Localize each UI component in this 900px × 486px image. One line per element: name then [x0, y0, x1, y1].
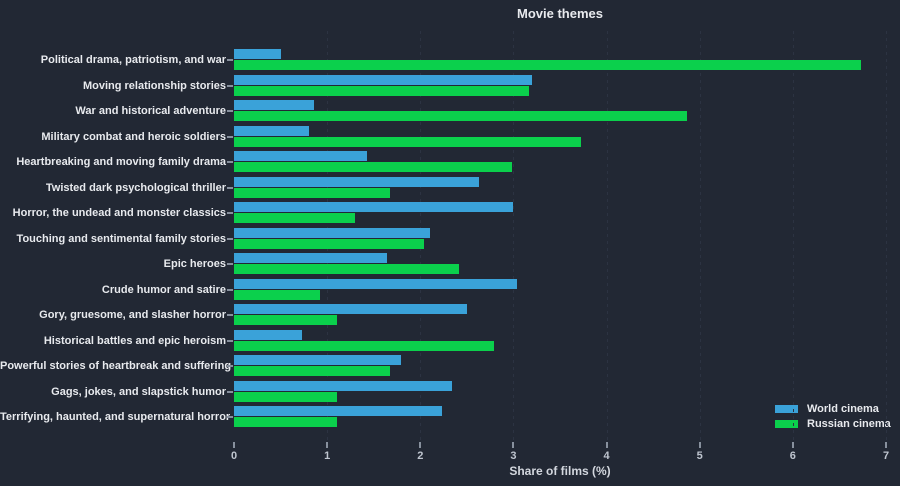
category-label: Gags, jokes, and slapstick humor: [51, 385, 226, 398]
legend-item-world: World cinema: [775, 402, 895, 416]
bar-russian-cinema: [234, 187, 390, 198]
x-axis-tick: [233, 442, 235, 448]
category-label: Political drama, patriotism, and war: [40, 54, 226, 66]
y-axis-tick: [227, 314, 233, 316]
bar-russian-cinema: [234, 264, 460, 274]
gridline: [699, 31, 701, 447]
bar-world-cinema: [234, 202, 514, 212]
gridline: [606, 31, 608, 447]
bar-russian-cinema: [234, 340, 494, 351]
y-axis-tick: [227, 263, 233, 265]
y-axis-tick: [227, 237, 233, 240]
y-axis-tick: [227, 135, 233, 138]
category-label: Military combat and heroic soldiers: [41, 130, 226, 143]
bar-world-cinema: [234, 406, 442, 416]
x-axis-tick: [698, 442, 701, 448]
bar-russian-cinema: [234, 213, 356, 223]
x-tick-label: 4: [603, 450, 610, 462]
legend-item-russian: Russian cinema: [775, 417, 895, 431]
x-tick-label: 5: [696, 450, 703, 462]
x-axis-tick: [326, 442, 329, 448]
chart-title: Movie themes: [517, 6, 603, 21]
bar-world-cinema: [234, 329, 302, 340]
bar-world-cinema: [234, 304, 467, 314]
category-label: Gory, gruesome, and slasher horror: [39, 309, 226, 321]
bar-world-cinema: [234, 253, 387, 263]
y-axis-tick: [227, 110, 233, 112]
legend: World cinema Russian cinema: [775, 402, 895, 432]
bar-world-cinema: [234, 74, 533, 85]
x-axis-tick: [419, 442, 422, 448]
bar-world-cinema: [234, 151, 368, 161]
category-label: Moving relationship stories: [82, 79, 226, 92]
category-label: Epic heroes: [163, 258, 226, 270]
x-axis-tick: [512, 442, 515, 448]
x-tick-label: 3: [510, 450, 517, 462]
legend-label-world: World cinema: [807, 403, 879, 415]
y-axis-tick: [227, 59, 233, 61]
bar-world-cinema: [234, 125, 310, 136]
category-label: Historical battles and epic heroism: [43, 334, 226, 347]
bar-russian-cinema: [234, 391, 338, 402]
bar-russian-cinema: [234, 315, 338, 325]
bar-russian-cinema: [234, 417, 338, 427]
category-label: Twisted dark psychological thriller: [45, 181, 226, 194]
bar-russian-cinema: [234, 136, 582, 147]
bar-russian-cinema: [234, 162, 512, 172]
y-axis-tick: [227, 390, 233, 393]
bar-world-cinema: [234, 100, 315, 110]
bar-russian-cinema: [234, 366, 390, 376]
category-label: War and historical adventure: [75, 105, 226, 117]
y-axis-tick: [227, 186, 233, 189]
bar-world-cinema: [234, 227, 430, 238]
y-axis-tick: [227, 161, 233, 163]
x-tick-label: 7: [882, 450, 890, 462]
y-axis-tick: [227, 339, 233, 342]
bar-world-cinema: [234, 380, 452, 391]
bar-world-cinema: [234, 355, 401, 365]
x-tick-label: 1: [324, 450, 331, 462]
x-tick-label: 6: [789, 450, 796, 462]
bar-russian-cinema: [234, 60, 861, 70]
bar-world-cinema: [234, 176, 479, 187]
legend-swatch-world-icon: [775, 405, 798, 413]
x-axis-tick: [885, 442, 887, 448]
gridline: [513, 31, 515, 447]
x-tick-label: 0: [230, 450, 238, 462]
bar-world-cinema: [234, 49, 281, 59]
x-tick-label: 2: [417, 450, 424, 462]
y-axis-tick: [227, 365, 233, 367]
gridline: [792, 31, 794, 447]
bar-russian-cinema: [234, 289, 320, 300]
category-label: Horror, the undead and monster classics: [12, 207, 226, 219]
x-axis-title: Share of films (%): [509, 464, 611, 478]
bar-world-cinema: [234, 278, 518, 289]
y-axis-tick: [227, 84, 233, 87]
x-axis-tick: [605, 442, 608, 448]
legend-swatch-russian-icon: [775, 420, 798, 428]
y-axis-tick: [227, 212, 233, 214]
y-axis-tick: [227, 288, 233, 291]
bar-russian-cinema: [234, 85, 530, 96]
gridline: [886, 31, 887, 447]
y-axis-tick: [227, 416, 233, 418]
category-label: Powerful stories of heartbreak and suffe…: [0, 360, 232, 372]
bar-russian-cinema: [234, 111, 687, 121]
bar-russian-cinema: [234, 238, 424, 249]
legend-label-russian: Russian cinema: [807, 418, 891, 430]
x-axis-tick: [791, 442, 794, 448]
category-label: Heartbreaking and moving family drama: [16, 156, 226, 168]
category-label: Terrifying, haunted, and supernatural ho…: [0, 411, 231, 423]
category-label: Touching and sentimental family stories: [16, 232, 226, 245]
category-label: Crude humor and satire: [101, 283, 226, 296]
